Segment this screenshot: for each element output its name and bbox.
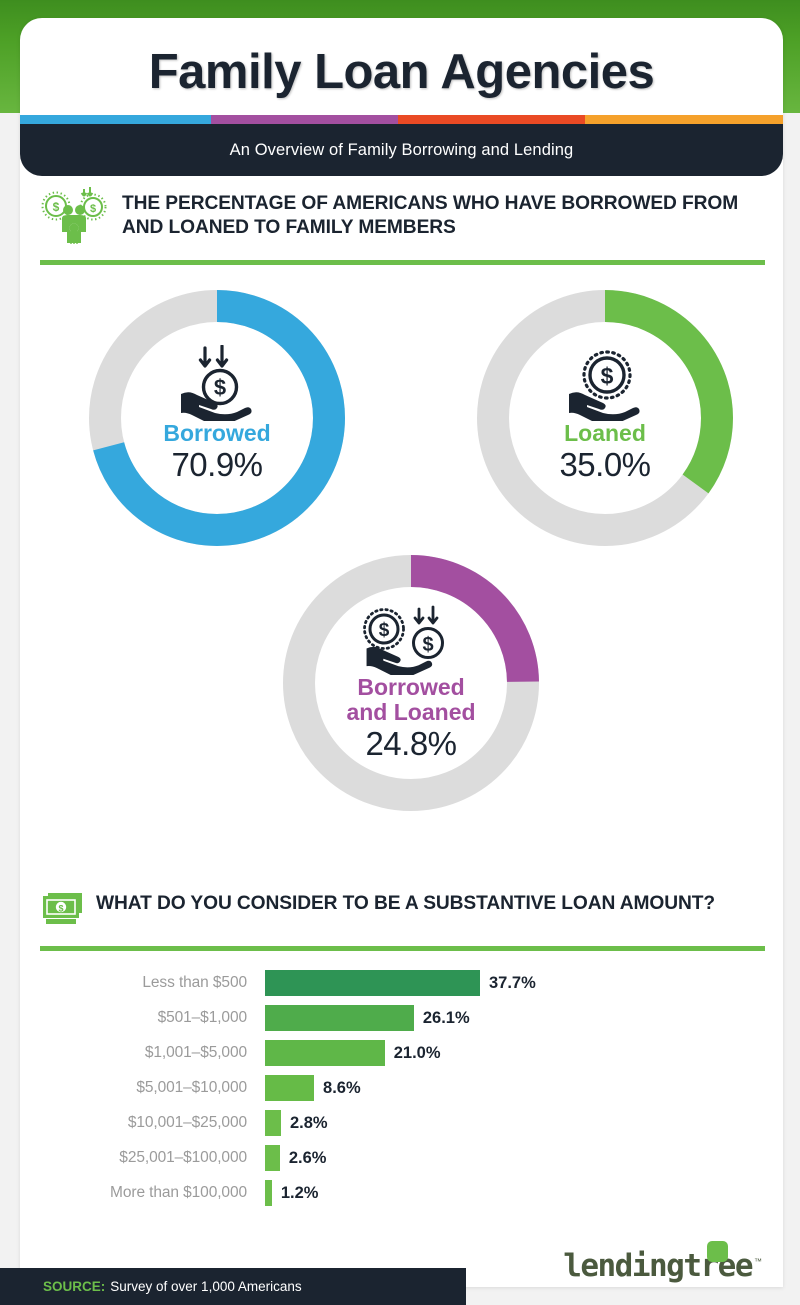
donut-borrowed-label: Borrowed [163, 420, 271, 446]
svg-text:$: $ [53, 200, 60, 214]
money-stack-icon: $ [40, 892, 86, 935]
page-subtitle: An Overview of Family Borrowing and Lend… [229, 140, 574, 159]
accent-segment-red [397, 115, 585, 124]
section2-title: WHAT DO YOU CONSIDER TO BE A SUBSTANTIVE… [96, 893, 716, 914]
section1-title: THE PERCENTAGE OF AMERICANS WHO HAVE BOR… [122, 193, 739, 239]
section1-rule [40, 260, 765, 265]
bar-fill [265, 1110, 281, 1136]
bar-row: $1,001–$5,000 21.0% [20, 1040, 783, 1066]
donut-loaned-value: 35.0% [559, 445, 651, 483]
hand-two-coins-icon: $ $ [363, 605, 444, 675]
family-with-coins-icon: $ $ [40, 186, 112, 249]
svg-text:$: $ [379, 620, 390, 641]
lendingtree-logo: lendingtree ™ [563, 1241, 762, 1282]
bar-category-label: $5,001–$10,000 [136, 1079, 247, 1096]
bar-fill [265, 1040, 385, 1066]
section-donuts: $ $ [20, 186, 783, 265]
donut-bl-label-line1: Borrowed [357, 674, 465, 700]
bar-row: $10,001–$25,000 2.8% [20, 1110, 783, 1136]
hand-receiving-coin-icon: $ [181, 345, 252, 421]
bar-fill [265, 970, 480, 996]
bar-category-label: $1,001–$5,000 [144, 1044, 247, 1061]
donut-bl-label-line2: and Loaned [346, 698, 476, 725]
bar-row: $25,001–$100,000 2.6% [20, 1145, 783, 1171]
main-card: Family Loan Agencies An Overview of Fami… [20, 18, 783, 1287]
bar-fill [265, 1145, 280, 1171]
subtitle-bar: An Overview of Family Borrowing and Lend… [20, 124, 783, 176]
bar-value-label: 21.0% [393, 1043, 441, 1062]
bar-fill [265, 1075, 315, 1101]
bar-fill [265, 1180, 272, 1206]
svg-text:$: $ [214, 375, 226, 400]
svg-text:$: $ [422, 634, 433, 656]
bar-value-label: 2.8% [289, 1113, 328, 1132]
bar-value-label: 37.7% [489, 973, 536, 992]
donut-loaned: $ Loaned 35.0% [470, 283, 740, 553]
accent-segment-blue [20, 115, 211, 124]
bar-row: More than $100,000 1.2% [20, 1180, 783, 1206]
accent-segment-purple [210, 115, 398, 124]
logo-square-icon [707, 1241, 728, 1262]
source-bar: SOURCE: Survey of over 1,000 Americans [0, 1268, 466, 1305]
source-text: Survey of over 1,000 Americans [110, 1279, 302, 1294]
donut-borrowed-and-loaned: $ $ Borrowed and Loaned 24.8% [276, 548, 546, 818]
bar-row: Less than $500 37.7% [20, 970, 783, 996]
source-label: SOURCE: [43, 1279, 106, 1294]
hand-offering-coin-icon: $ [569, 350, 640, 421]
bar-fill [265, 1005, 414, 1031]
svg-text:$: $ [601, 363, 614, 389]
donut-bl-value: 24.8% [365, 724, 457, 762]
accent-segment-orange [584, 115, 783, 124]
donut-borrowed: $ Borrowed 70.9% [82, 283, 352, 553]
bar-value-label: 26.1% [422, 1008, 470, 1027]
bar-category-label: Less than $500 [142, 974, 247, 991]
bar-category-label: $10,001–$25,000 [127, 1114, 247, 1131]
bar-value-label: 2.6% [288, 1148, 327, 1167]
bar-row: $501–$1,000 26.1% [20, 1005, 783, 1031]
accent-color-bar [20, 115, 783, 124]
bar-category-label: $25,001–$100,000 [119, 1149, 247, 1166]
bar-row: $5,001–$10,000 8.6% [20, 1075, 783, 1101]
bar-value-label: 8.6% [323, 1078, 361, 1097]
bar-chart: Less than $500 37.7% $501–$1,000 26.1% $1,00… [20, 970, 783, 1215]
section2-rule [40, 946, 765, 951]
bar-category-label: More than $100,000 [110, 1184, 247, 1201]
donut-loaned-label: Loaned [564, 420, 646, 446]
svg-text:$: $ [90, 203, 96, 215]
section-barchart: $ WHAT DO YOU CONSIDER TO BE A SUBSTANTI… [20, 886, 783, 951]
bar-category-label: $501–$1,000 [157, 1009, 248, 1026]
page-title: Family Loan Agencies [148, 45, 655, 99]
logo-trademark: ™ [754, 1257, 762, 1266]
bar-value-label: 1.2% [280, 1183, 319, 1202]
svg-text:$: $ [58, 904, 63, 914]
donut-borrowed-value: 70.9% [171, 445, 263, 483]
